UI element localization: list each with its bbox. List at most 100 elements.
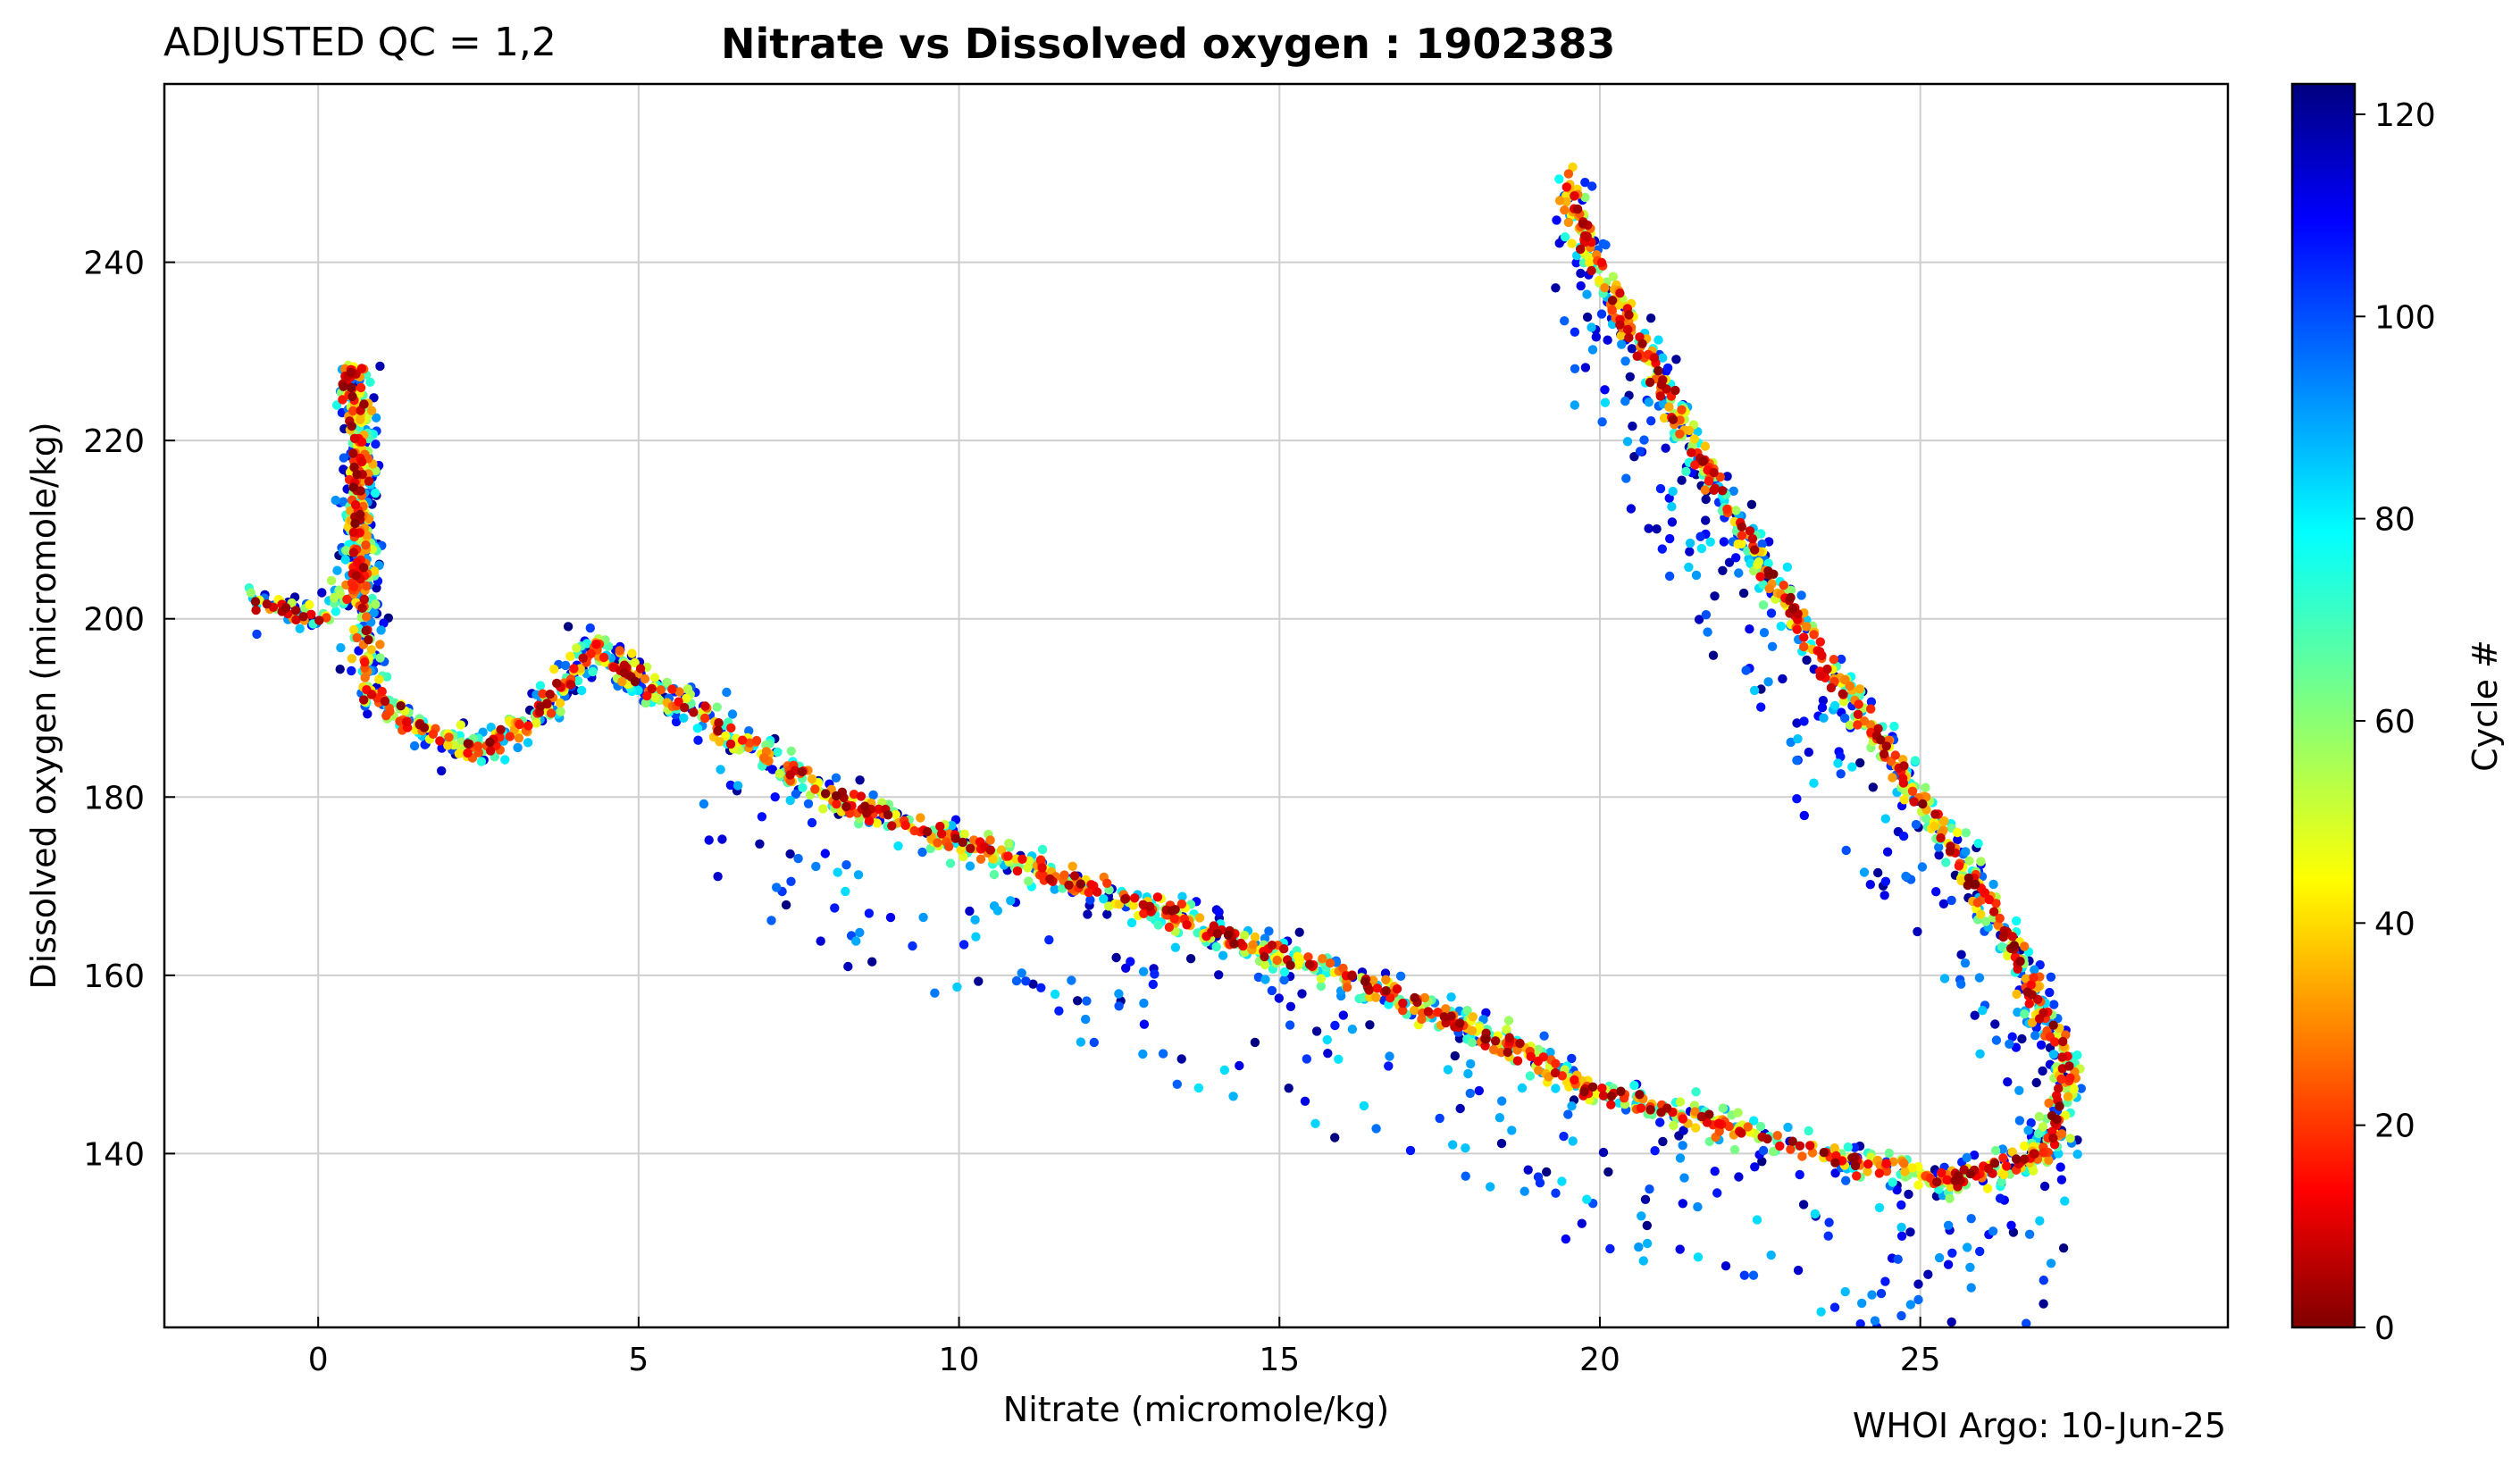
data-point [692, 724, 703, 733]
data-point [1064, 880, 1074, 890]
data-point [1114, 1001, 1124, 1011]
data-point [572, 643, 582, 653]
data-point [349, 433, 360, 443]
data-point [1554, 174, 1564, 184]
data-point [615, 646, 624, 656]
data-point [1330, 1020, 1340, 1031]
data-point [1749, 685, 1760, 696]
data-point [1892, 1185, 1902, 1195]
data-point [339, 381, 348, 391]
data-point [2020, 942, 2030, 951]
data-point [936, 829, 947, 839]
data-point [1975, 1246, 1985, 1257]
data-point [2009, 941, 2019, 950]
data-point [1802, 622, 1812, 632]
data-point [1817, 702, 1828, 713]
data-point [744, 726, 754, 736]
colorbar-ticks: 0 20 40 60 80 100 120 [2355, 97, 2436, 1347]
data-point [1720, 1261, 1731, 1271]
data-point [369, 607, 379, 618]
data-point [2044, 1155, 2054, 1166]
data-point [486, 723, 496, 732]
data-point [1523, 1165, 1533, 1175]
data-point [336, 643, 346, 653]
data-point [1076, 1037, 1086, 1047]
data-point [1990, 1145, 2001, 1156]
data-point [717, 834, 727, 844]
data-point [1629, 1080, 1639, 1091]
data-point [700, 701, 710, 711]
data-point [1316, 981, 1327, 992]
data-point [1193, 1083, 1204, 1093]
data-point [1850, 1160, 1861, 1171]
colorbar-tick-label: 20 [2374, 1109, 2415, 1145]
data-point [2005, 1039, 2014, 1050]
data-point [656, 685, 666, 695]
data-point [1045, 874, 1055, 884]
data-point [1384, 1061, 1394, 1071]
data-point [1398, 1006, 1408, 1016]
data-point [667, 684, 677, 694]
data-point [885, 912, 896, 923]
data-point [1285, 1001, 1296, 1012]
data-point [1608, 272, 1619, 281]
data-point [1138, 967, 1149, 976]
data-point [1560, 232, 1570, 242]
data-point [952, 982, 962, 992]
data-point [1310, 1118, 1320, 1129]
data-point [916, 813, 925, 823]
data-point [1214, 970, 1224, 980]
data-point [1997, 1144, 2007, 1154]
data-point [1980, 888, 1990, 898]
data-point [1645, 1184, 1654, 1194]
data-point [1945, 846, 1955, 856]
data-point [1804, 1126, 1813, 1136]
data-point [352, 557, 363, 567]
data-point [1845, 720, 1855, 730]
data-point [2054, 1084, 2064, 1093]
data-point [1121, 963, 1131, 974]
data-point [463, 748, 473, 758]
data-point [1913, 926, 1922, 937]
data-point [2039, 1008, 2048, 1018]
colorbar-tick-label: 0 [2374, 1310, 2395, 1347]
data-point [361, 625, 371, 636]
data-point [1913, 1294, 1923, 1305]
data-point [395, 716, 405, 726]
data-point [1637, 339, 1647, 348]
data-point [1640, 1194, 1651, 1205]
data-point [1888, 773, 1897, 783]
data-point [935, 821, 945, 832]
data-point [2039, 1181, 2050, 1192]
data-point [1722, 472, 1732, 481]
data-point [1911, 819, 1921, 830]
data-point [1563, 217, 1574, 228]
data-point [1468, 1012, 1478, 1022]
data-point [1854, 699, 1863, 709]
data-point [1855, 757, 1865, 768]
data-point [2048, 1133, 2058, 1143]
data-point [1899, 1159, 1909, 1168]
data-point [1942, 1175, 1952, 1185]
data-point [619, 660, 630, 670]
data-point [1982, 1184, 1993, 1193]
data-point [1563, 169, 1574, 179]
data-point [2072, 1050, 2082, 1060]
data-point [627, 649, 637, 658]
data-point [1620, 356, 1630, 366]
data-point [1502, 1025, 1511, 1034]
data-point [725, 739, 736, 749]
data-point [1467, 1025, 1478, 1036]
data-point [370, 566, 380, 576]
data-point [2045, 987, 2055, 998]
y-axis-ticks: 140 160 180 200 220 240 [83, 246, 175, 1173]
data-point [1209, 921, 1219, 931]
data-point [1334, 1054, 1344, 1065]
data-point [356, 414, 365, 424]
data-point [1577, 1218, 1587, 1228]
data-point [770, 792, 780, 802]
data-point [2055, 1101, 2064, 1111]
data-point [1494, 1113, 1505, 1123]
data-point [1223, 930, 1234, 941]
data-point [2011, 1154, 2022, 1164]
